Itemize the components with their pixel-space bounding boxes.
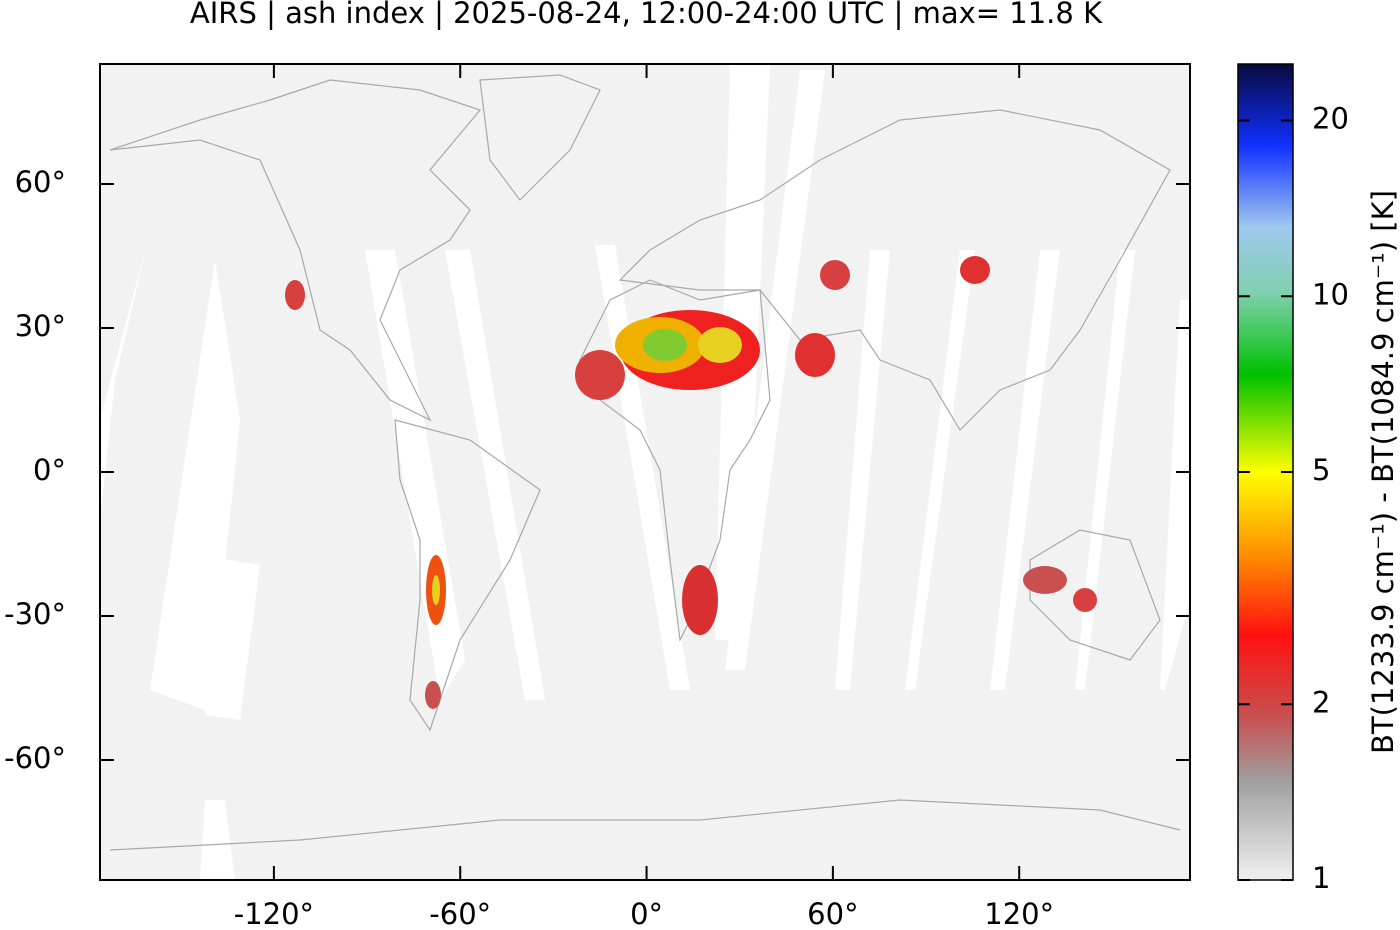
- colorbar-tick-label: 2: [1312, 685, 1330, 719]
- y-tick-label: 60°: [15, 165, 66, 199]
- chart-title: AIRS | ash index | 2025-08-24, 12:00-24:…: [190, 0, 1103, 30]
- data-gaps: [100, 64, 1190, 880]
- x-tick-label: 120°: [984, 897, 1054, 930]
- x-tick-label: 60°: [807, 897, 858, 930]
- colorbar-label: BT(1233.9 cm⁻¹) - BT(1084.9 cm⁻¹) [K]: [1366, 190, 1400, 754]
- x-tick-label: -60°: [429, 897, 491, 930]
- y-tick-label: -30°: [4, 597, 66, 631]
- x-tick-label: 0°: [630, 897, 663, 930]
- colorbar-tick-label: 1: [1312, 861, 1330, 895]
- colorbar-tick-label: 10: [1312, 277, 1349, 311]
- colorbar-tick-label: 20: [1312, 102, 1349, 136]
- x-tick-label: -120°: [234, 897, 314, 930]
- y-tick-label: -60°: [4, 741, 66, 775]
- ash-index-field: [285, 256, 1097, 709]
- y-tick-label: 30°: [15, 309, 66, 343]
- y-tick-label: 0°: [33, 453, 66, 487]
- map: [100, 64, 1190, 880]
- colorbar-tick-label: 5: [1312, 453, 1330, 487]
